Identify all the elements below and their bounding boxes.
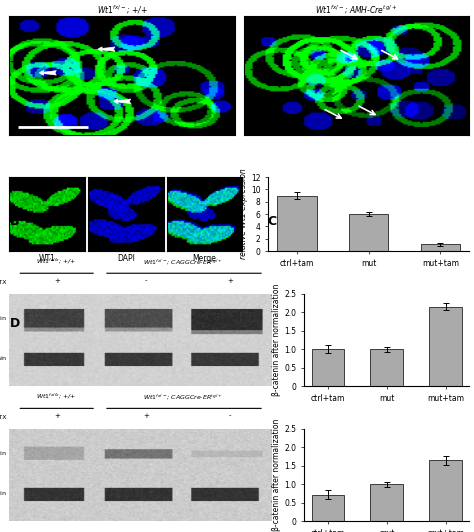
Bar: [277, 196, 317, 251]
Bar: [429, 306, 462, 386]
Bar: [371, 484, 403, 521]
Text: +: +: [143, 413, 149, 419]
Y-axis label: β-catenin after normalization: β-catenin after normalization: [273, 419, 282, 531]
X-axis label: Merge: Merge: [192, 254, 216, 263]
Text: $\beta$-actin: $\beta$-actin: [0, 449, 7, 458]
Bar: [311, 495, 344, 521]
Text: A: A: [9, 16, 19, 29]
Text: $Wt1^{fx/-}$; $CAGGCre$-$ER^{tg/+}$: $Wt1^{fx/-}$; $CAGGCre$-$ER^{tg/+}$: [143, 257, 223, 266]
Text: C: C: [268, 215, 277, 228]
Text: $Wt1^{fx/fx}$; +/+: $Wt1^{fx/fx}$; +/+: [36, 256, 77, 266]
Title: $Wt1^{fx/-}$; +/+: $Wt1^{fx/-}$; +/+: [97, 3, 147, 15]
Bar: [371, 349, 403, 386]
Bar: [421, 244, 460, 251]
Bar: [429, 460, 462, 521]
Text: +: +: [54, 278, 60, 284]
Text: +: +: [54, 413, 60, 419]
Text: B: B: [9, 215, 19, 228]
Bar: [311, 349, 344, 386]
Text: $\beta$-actin: $\beta$-actin: [0, 314, 7, 323]
Bar: [349, 214, 389, 251]
Title: $Wt1^{fx/-}$; $AMH$-$Cre^{tg/+}$: $Wt1^{fx/-}$; $AMH$-$Cre^{tg/+}$: [316, 3, 398, 15]
Text: -: -: [228, 413, 231, 419]
Text: +: +: [227, 278, 233, 284]
Text: $Wt1^{fx/-}$; $CAGGCre$-$ER^{tg/+}$: $Wt1^{fx/-}$; $CAGGCre$-$ER^{tg/+}$: [143, 392, 223, 401]
Text: -: -: [145, 278, 147, 284]
Y-axis label: β-catenin after normalization: β-catenin after normalization: [273, 284, 282, 396]
Text: total $\beta$-catenin: total $\beta$-catenin: [0, 354, 7, 363]
Y-axis label: relative Wt1 expression: relative Wt1 expression: [239, 169, 248, 260]
Text: $Wt1^{fx/fx}$; +/+: $Wt1^{fx/fx}$; +/+: [36, 392, 77, 401]
Text: active $\beta$-catenin: active $\beta$-catenin: [0, 489, 7, 498]
X-axis label: DAPI: DAPI: [117, 254, 135, 263]
Text: D: D: [9, 317, 20, 329]
Text: 4OH-TX: 4OH-TX: [0, 415, 7, 420]
Text: 4OH-TX: 4OH-TX: [0, 280, 7, 285]
X-axis label: WT1: WT1: [39, 254, 56, 263]
